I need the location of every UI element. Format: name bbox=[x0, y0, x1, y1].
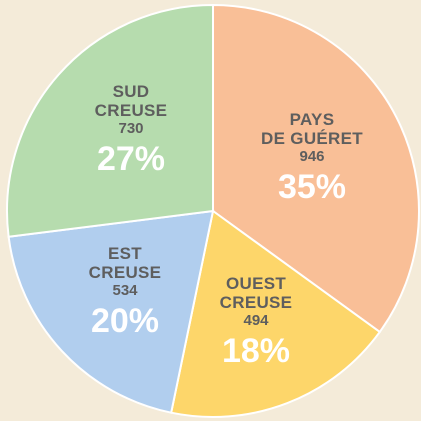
slice-percent: 20% bbox=[90, 302, 160, 340]
slice-percent: 27% bbox=[96, 140, 166, 178]
slice-name: SUD CREUSE bbox=[94, 82, 168, 120]
slice-label: OUEST CREUSE 494 18% bbox=[220, 274, 293, 370]
slice-label: PAYS DE GUÉRET 946 35% bbox=[261, 110, 363, 206]
pie-slice bbox=[169, 209, 382, 418]
slice-value: 946 bbox=[299, 148, 325, 165]
slice-percent: 18% bbox=[221, 332, 291, 370]
slice-percent: 35% bbox=[277, 168, 347, 206]
pie-slice bbox=[212, 3, 420, 334]
pie-slice bbox=[6, 3, 214, 238]
slice-value: 730 bbox=[118, 120, 144, 137]
pie-slice bbox=[7, 209, 215, 414]
slice-label: EST CREUSE 534 20% bbox=[89, 244, 162, 340]
slice-value: 494 bbox=[243, 312, 269, 329]
slice-value: 534 bbox=[112, 282, 138, 299]
slice-name: PAYS DE GUÉRET bbox=[261, 110, 363, 148]
slice-name: OUEST CREUSE bbox=[219, 274, 293, 312]
slice-label: SUD CREUSE 730 27% bbox=[95, 82, 168, 178]
slice-name: EST CREUSE bbox=[88, 244, 162, 282]
